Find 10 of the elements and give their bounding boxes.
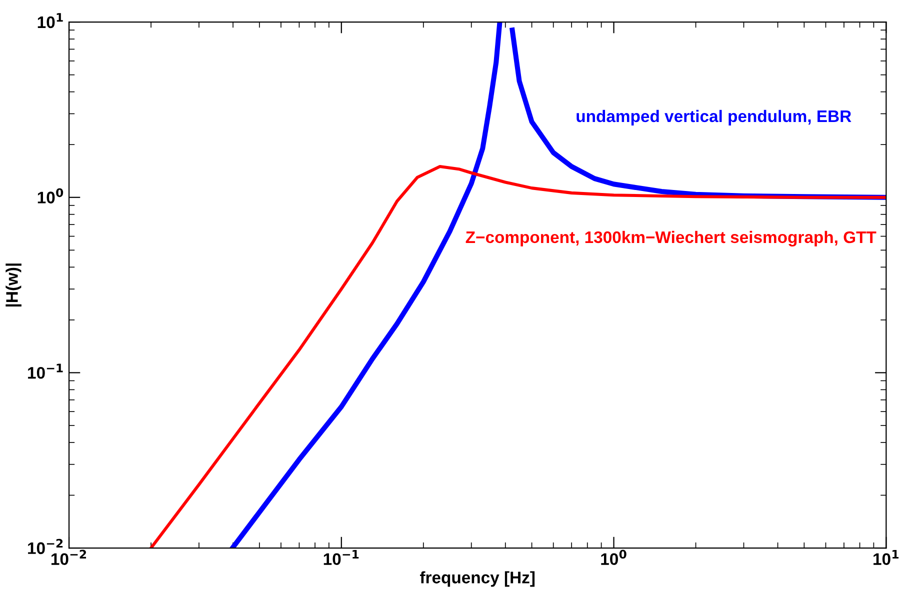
y-tick-label: 10$^{−1}$ xyxy=(28,364,63,379)
x-tick-label: 10$^{0}$ xyxy=(601,550,626,565)
x-tick-label: 10$^{1}$ xyxy=(874,550,899,566)
text: Z−component, 1300km−Wiechert seismograph, GTT xyxy=(466,230,876,246)
x-axis-title: frequency [Hz] xyxy=(420,571,535,587)
text: undamped vertical pendulum, EBR xyxy=(576,110,852,126)
y-tick-label: 10$^{0}$ xyxy=(38,188,64,204)
y-tick-label: 10$^{1}$ xyxy=(38,13,63,28)
x-tick-label: 10$^{−1}$ xyxy=(324,550,359,566)
y-axis-title: |H(w)| xyxy=(6,264,22,306)
